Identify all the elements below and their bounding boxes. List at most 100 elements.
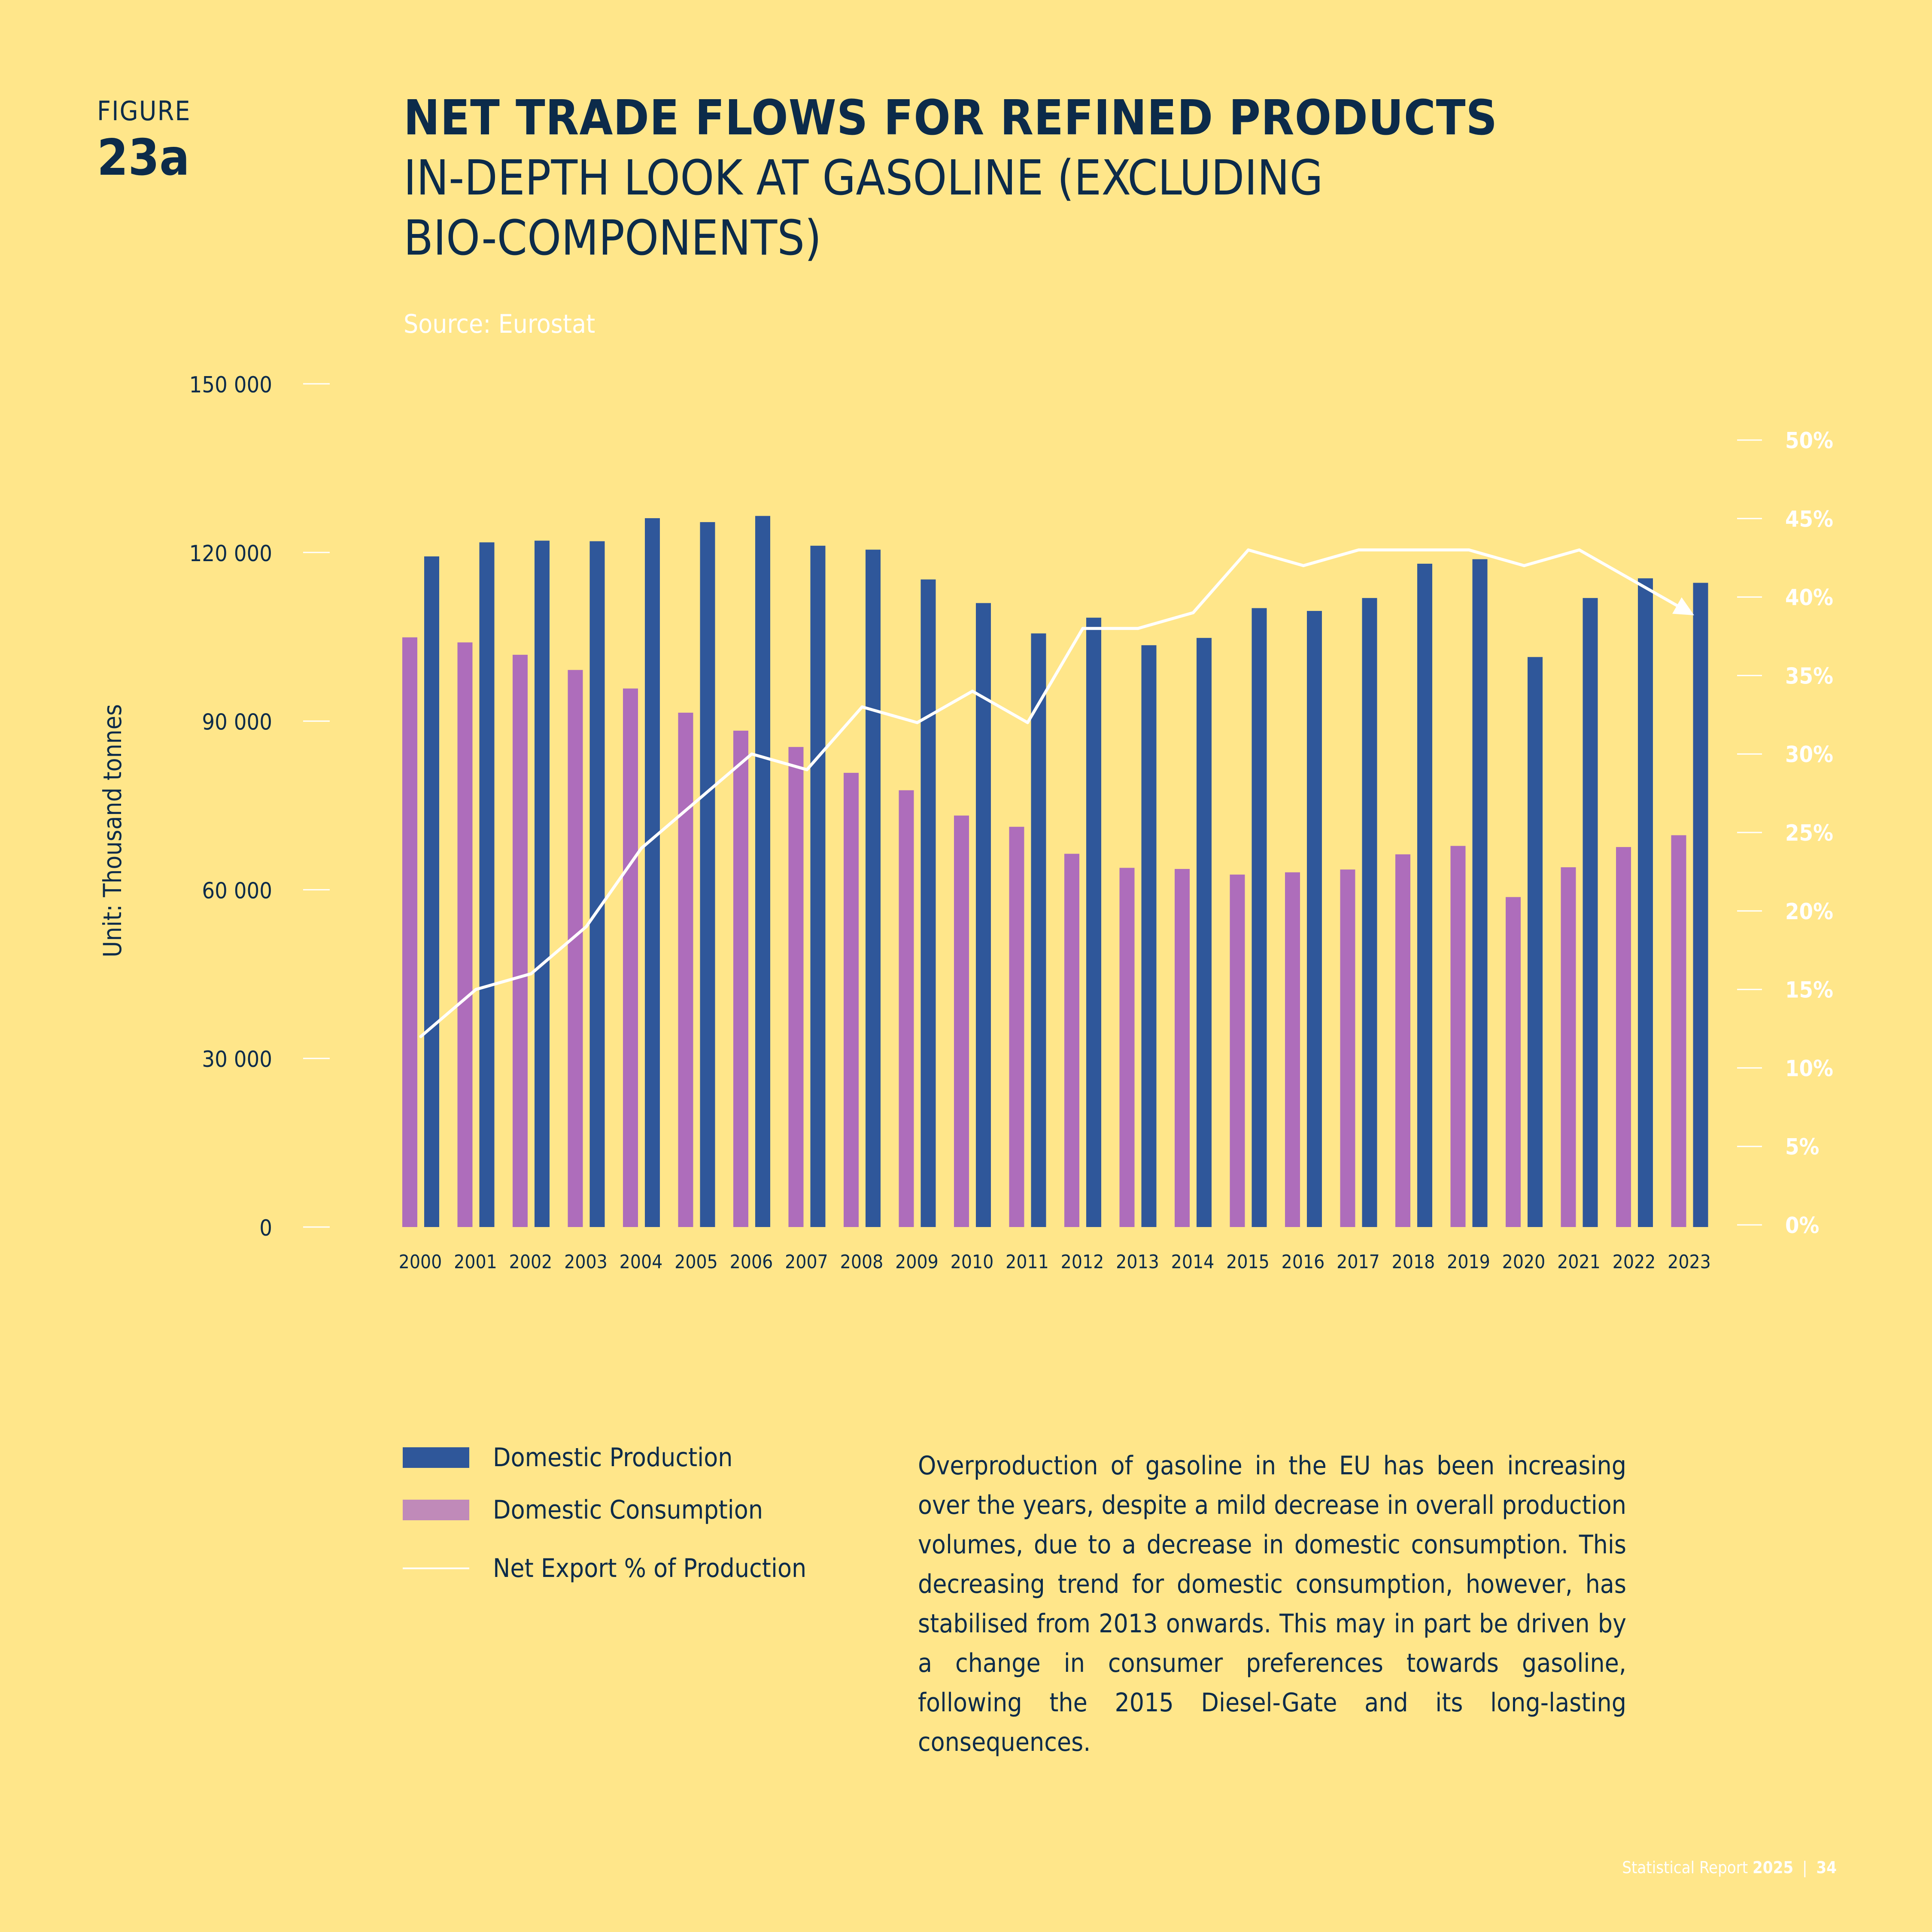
source-note: Source: Eurostat bbox=[404, 309, 595, 339]
bar-consumption-2013 bbox=[1119, 868, 1135, 1227]
net-export-point-2012 bbox=[1081, 627, 1084, 630]
bar-consumption-2007 bbox=[788, 747, 804, 1227]
net-export-point-2005 bbox=[695, 799, 698, 803]
bar-consumption-2006 bbox=[733, 730, 748, 1227]
x-tick-label: 2015 bbox=[1226, 1251, 1270, 1273]
net-export-point-2008 bbox=[860, 705, 864, 709]
bar-production-2009 bbox=[920, 579, 936, 1227]
description-text: Overproduction of gasoline in the EU has… bbox=[918, 1451, 1626, 1757]
x-tick-label: 2018 bbox=[1392, 1251, 1435, 1273]
net-export-point-2021 bbox=[1578, 548, 1581, 552]
bar-consumption-2012 bbox=[1064, 854, 1079, 1227]
net-export-line-group bbox=[419, 548, 1694, 1038]
x-tick-label: 2022 bbox=[1613, 1251, 1656, 1273]
x-tick-label: 2004 bbox=[620, 1251, 663, 1273]
x-tick-label: 2023 bbox=[1668, 1251, 1711, 1273]
x-tick-label: 2012 bbox=[1061, 1251, 1104, 1273]
net-export-point-2001 bbox=[474, 988, 477, 991]
bar-production-2022 bbox=[1638, 578, 1653, 1227]
y-tick-label: 60 000 bbox=[202, 878, 272, 904]
figure-number: 23a bbox=[97, 129, 190, 187]
page-footer: Statistical Report 2025 | 34 bbox=[1622, 1858, 1837, 1877]
bar-consumption-2001 bbox=[457, 642, 473, 1227]
footer-year: 2025 bbox=[1753, 1858, 1794, 1877]
bar-production-2004 bbox=[645, 518, 660, 1227]
bar-production-2020 bbox=[1528, 657, 1543, 1227]
net-export-point-2019 bbox=[1467, 548, 1470, 552]
x-tick-label: 2006 bbox=[730, 1251, 773, 1273]
x-tick-label: 2007 bbox=[785, 1251, 828, 1273]
net-export-line bbox=[419, 548, 1691, 1038]
bar-consumption-2003 bbox=[568, 670, 583, 1227]
x-tick-label: 2001 bbox=[454, 1251, 497, 1273]
net-export-point-2022 bbox=[1633, 580, 1636, 583]
x-tick-label: 2011 bbox=[1005, 1251, 1049, 1273]
legend-swatch-consumption bbox=[403, 1500, 469, 1520]
y2-tick-label: 25% bbox=[1785, 820, 1833, 846]
net-export-point-2004 bbox=[640, 847, 643, 850]
legend-item-net-export: Net Export % of Production bbox=[403, 1553, 806, 1583]
bar-production-2007 bbox=[810, 546, 826, 1227]
bar-consumption-2023 bbox=[1671, 835, 1686, 1227]
bar-production-2023 bbox=[1693, 583, 1708, 1227]
x-tick-label: 2008 bbox=[840, 1251, 884, 1273]
bar-consumption-2017 bbox=[1340, 869, 1355, 1227]
y2-tick-label: 35% bbox=[1785, 663, 1833, 689]
legend-label-production: Domestic Production bbox=[493, 1443, 733, 1473]
footer-page-number: 34 bbox=[1816, 1858, 1837, 1877]
net-export-point-2013 bbox=[1136, 627, 1139, 630]
y2-tick-label: 10% bbox=[1785, 1056, 1833, 1081]
x-tick-label: 2014 bbox=[1171, 1251, 1215, 1273]
bar-consumption-2009 bbox=[899, 790, 914, 1227]
legend-label-consumption: Domestic Consumption bbox=[493, 1495, 763, 1525]
bar-consumption-2022 bbox=[1616, 847, 1631, 1227]
legend-swatch-net-export-line bbox=[403, 1567, 469, 1569]
bar-production-2012 bbox=[1086, 617, 1101, 1227]
legend-label-net-export: Net Export % of Production bbox=[493, 1553, 807, 1583]
x-tick-label: 2009 bbox=[895, 1251, 939, 1273]
bar-production-2011 bbox=[1031, 633, 1046, 1227]
left-axis: 0 30 000 60 000 90 000 120 000 150 000 bbox=[189, 372, 330, 1241]
y-tick-label: 120 000 bbox=[189, 541, 272, 567]
net-export-point-2003 bbox=[585, 925, 588, 928]
y2-tick-label: 20% bbox=[1785, 899, 1833, 925]
bar-production-2010 bbox=[976, 603, 991, 1227]
bar-production-2016 bbox=[1307, 611, 1322, 1227]
net-export-point-2014 bbox=[1191, 611, 1195, 614]
net-export-point-2020 bbox=[1522, 564, 1526, 567]
bar-production-2013 bbox=[1141, 645, 1157, 1227]
net-export-point-2011 bbox=[1026, 721, 1029, 724]
bar-production-2017 bbox=[1362, 598, 1377, 1227]
bar-production-2015 bbox=[1252, 608, 1267, 1227]
net-export-point-2017 bbox=[1357, 548, 1360, 552]
net-export-arrowhead bbox=[1672, 597, 1694, 616]
chart-subtitle-line-2: BIO-COMPONENTS) bbox=[404, 210, 822, 266]
net-export-point-2009 bbox=[916, 721, 919, 724]
x-tick-label: 2016 bbox=[1282, 1251, 1325, 1273]
bar-consumption-2020 bbox=[1506, 897, 1521, 1227]
bars-group bbox=[402, 516, 1708, 1227]
net-export-point-2006 bbox=[750, 752, 753, 756]
chart-canvas: 0 30 000 60 000 90 000 120 000 150 000 0% 5% 10… bbox=[189, 372, 1833, 1273]
net-export-point-2010 bbox=[971, 690, 974, 693]
net-export-point-2007 bbox=[805, 768, 808, 772]
legend-swatch-production bbox=[403, 1447, 469, 1468]
y-tick-label: 0 bbox=[259, 1215, 272, 1241]
y2-tick-label: 40% bbox=[1785, 585, 1833, 611]
x-tick-label: 2020 bbox=[1502, 1251, 1546, 1273]
y2-tick-label: 50% bbox=[1785, 428, 1833, 454]
x-tick-label: 2002 bbox=[509, 1251, 553, 1273]
bar-production-2014 bbox=[1197, 638, 1212, 1227]
y2-tick-label: 5% bbox=[1785, 1134, 1819, 1160]
bar-production-2005 bbox=[700, 522, 715, 1227]
bar-consumption-2010 bbox=[954, 815, 969, 1227]
bar-production-2000 bbox=[424, 556, 439, 1227]
y2-tick-label: 30% bbox=[1785, 742, 1833, 768]
bar-consumption-2005 bbox=[678, 712, 693, 1227]
bar-consumption-2000 bbox=[402, 637, 417, 1227]
net-export-point-2002 bbox=[529, 972, 533, 975]
y-tick-label: 30 000 bbox=[202, 1047, 272, 1072]
bar-production-2019 bbox=[1472, 559, 1488, 1227]
bar-consumption-2014 bbox=[1175, 869, 1190, 1227]
bar-consumption-2002 bbox=[513, 655, 528, 1227]
